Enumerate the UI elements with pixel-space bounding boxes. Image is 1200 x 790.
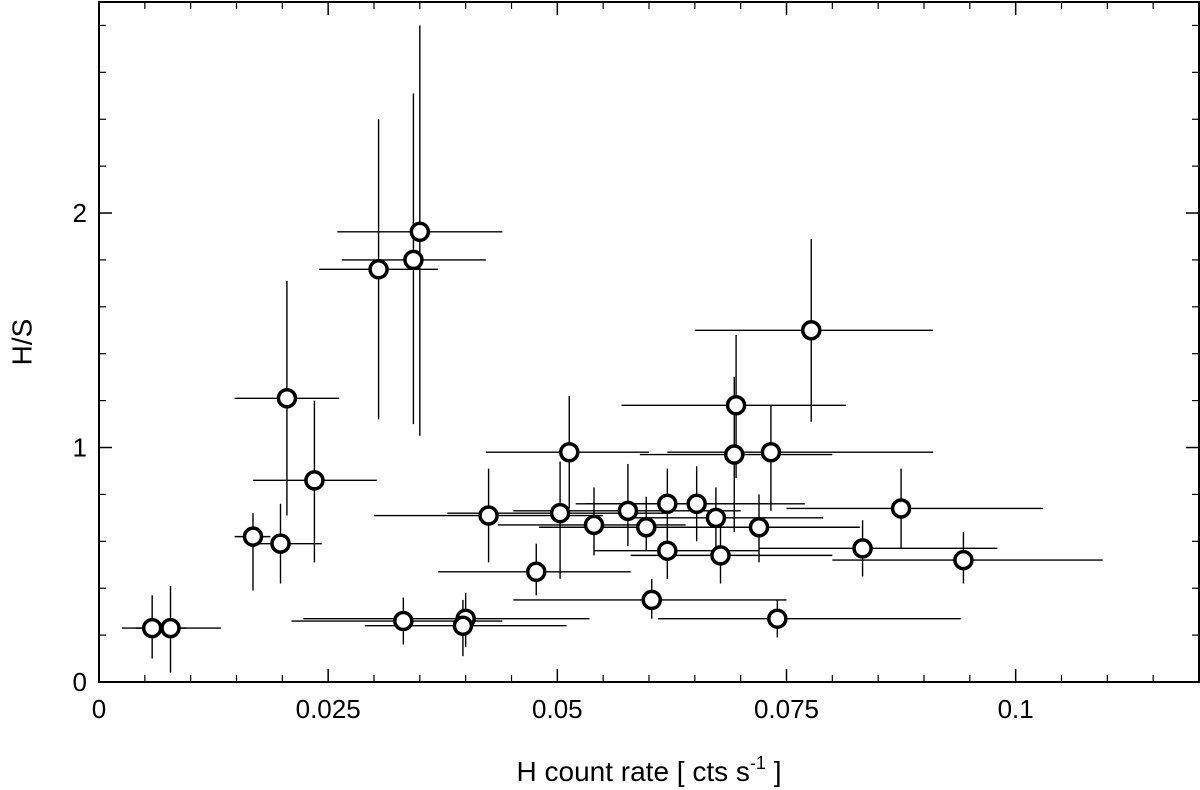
markers-group <box>141 221 974 639</box>
data-point <box>657 493 678 515</box>
data-point <box>636 516 657 538</box>
data-point <box>559 441 580 463</box>
x-tick-label: 0.1 <box>998 694 1034 724</box>
data-point <box>403 249 424 271</box>
x-axis-label-superscript: -1 <box>750 753 766 773</box>
data-point <box>242 526 264 547</box>
x-tick-label: 0.075 <box>754 694 819 724</box>
data-point <box>393 610 414 632</box>
data-point <box>160 617 181 639</box>
x-axis-label: H count rate [ cts s-1 ] <box>517 753 782 787</box>
data-point <box>368 259 389 280</box>
plot-frame <box>98 1 1200 683</box>
axis-ticks-group <box>98 2 1199 683</box>
data-point <box>270 533 291 554</box>
x-tick-label: 0 <box>92 694 106 724</box>
x-axis-label-suffix: ] <box>766 756 782 787</box>
x-axis-label-main: H count rate [ cts s <box>517 756 750 787</box>
data-point <box>452 615 474 636</box>
data-point <box>953 549 974 571</box>
x-tick-label: 0.05 <box>532 694 583 724</box>
data-point <box>617 500 639 522</box>
data-point <box>767 608 788 629</box>
data-point <box>890 498 912 519</box>
y-axis-label: H/S <box>6 319 37 366</box>
data-point <box>705 507 727 529</box>
error-bars-group <box>121 25 1103 673</box>
data-point <box>710 545 731 566</box>
data-point <box>409 221 431 243</box>
data-point <box>852 538 873 559</box>
x-tick-label: 0.025 <box>296 694 361 724</box>
data-point <box>801 320 822 341</box>
data-point <box>748 516 770 538</box>
data-point <box>657 540 678 561</box>
data-point <box>686 493 707 515</box>
data-point <box>549 502 571 524</box>
data-point <box>478 505 499 526</box>
data-point <box>760 441 782 463</box>
data-point <box>583 514 605 536</box>
y-tick-label: 2 <box>73 198 87 228</box>
data-point <box>725 395 747 416</box>
data-point <box>304 470 325 491</box>
y-tick-label: 1 <box>73 433 87 463</box>
data-point <box>141 617 163 639</box>
data-point <box>276 388 298 409</box>
data-point <box>526 561 547 583</box>
data-point <box>724 444 745 465</box>
y-tick-label: 0 <box>73 667 87 697</box>
tick-labels-group: 0 0.025 0.05 0.075 0.1 0 1 2 <box>73 198 1034 724</box>
data-point <box>641 589 662 611</box>
